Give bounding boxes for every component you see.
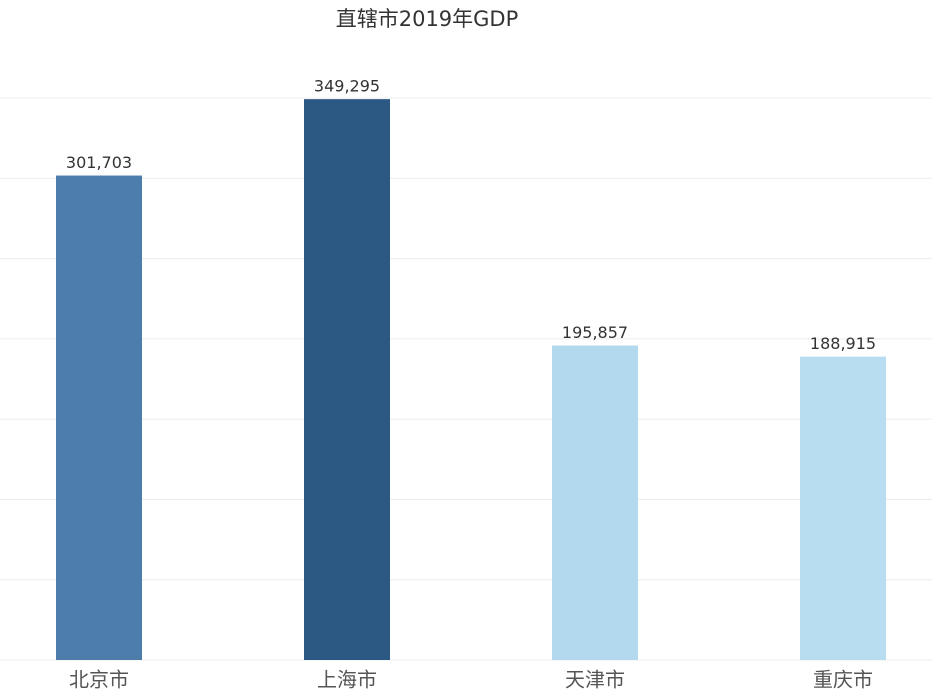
bar xyxy=(304,99,390,661)
x-tick-label: 重庆市 xyxy=(813,668,873,692)
x-tick-label: 天津市 xyxy=(565,668,625,692)
value-label: 301,703 xyxy=(66,153,132,172)
x-tick-label: 上海市 xyxy=(317,668,377,692)
x-tick-label: 北京市 xyxy=(69,668,129,692)
value-label: 188,915 xyxy=(810,334,876,353)
bar xyxy=(800,356,886,660)
bar xyxy=(552,345,638,660)
value-label: 349,295 xyxy=(314,77,380,96)
chart-title: 直辖市2019年GDP xyxy=(336,7,519,31)
bar xyxy=(56,175,142,660)
value-label: 195,857 xyxy=(562,323,628,342)
